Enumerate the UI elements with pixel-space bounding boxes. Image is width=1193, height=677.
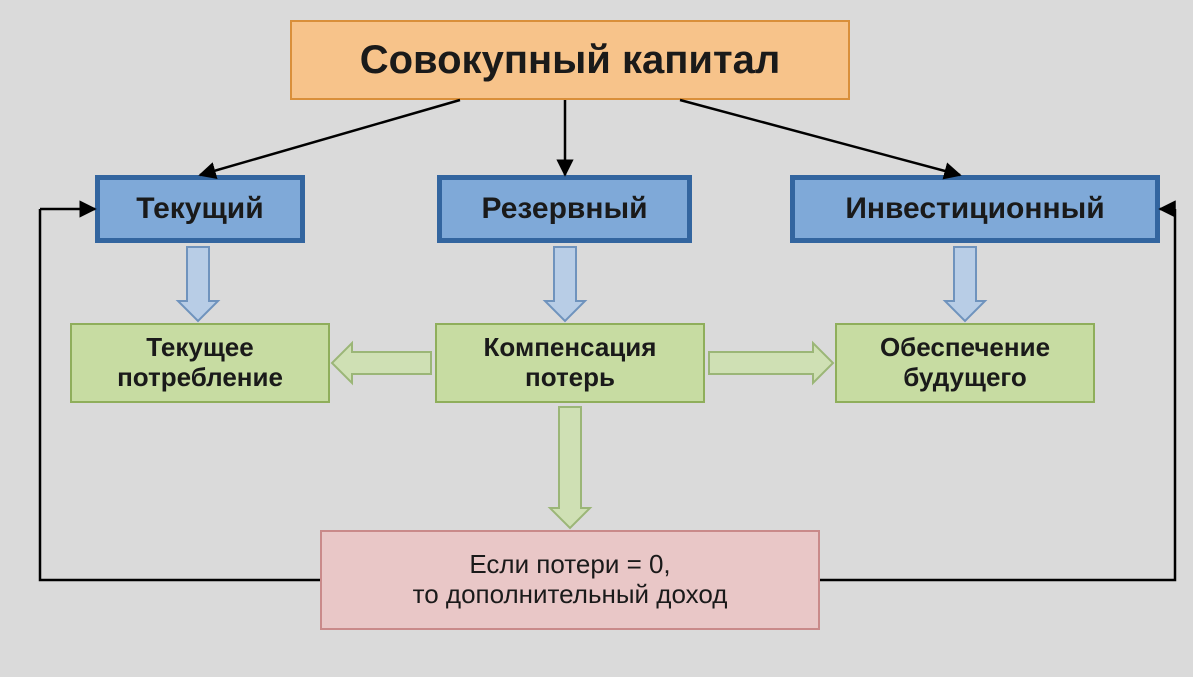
node-compensation-label: Компенсация потерь xyxy=(447,333,693,393)
node-consumption-label: Текущее потребление xyxy=(82,333,318,393)
node-reserve: Резервный xyxy=(437,175,692,243)
node-current: Текущий xyxy=(95,175,305,243)
node-extra-income-label: Если потери = 0, то дополнительный доход xyxy=(413,550,728,610)
node-investment-label: Инвестиционный xyxy=(845,192,1104,227)
node-future: Обеспечение будущего xyxy=(835,323,1095,403)
node-reserve-label: Резервный xyxy=(481,192,647,227)
node-consumption: Текущее потребление xyxy=(70,323,330,403)
node-extra-income: Если потери = 0, то дополнительный доход xyxy=(320,530,820,630)
node-investment: Инвестиционный xyxy=(790,175,1160,243)
node-current-label: Текущий xyxy=(136,192,263,227)
node-root-label: Совокупный капитал xyxy=(360,37,781,83)
node-root: Совокупный капитал xyxy=(290,20,850,100)
node-future-label: Обеспечение будущего xyxy=(847,333,1083,393)
node-compensation: Компенсация потерь xyxy=(435,323,705,403)
